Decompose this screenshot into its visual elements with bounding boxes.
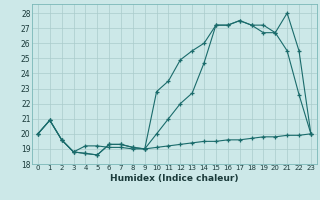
X-axis label: Humidex (Indice chaleur): Humidex (Indice chaleur) xyxy=(110,174,239,183)
